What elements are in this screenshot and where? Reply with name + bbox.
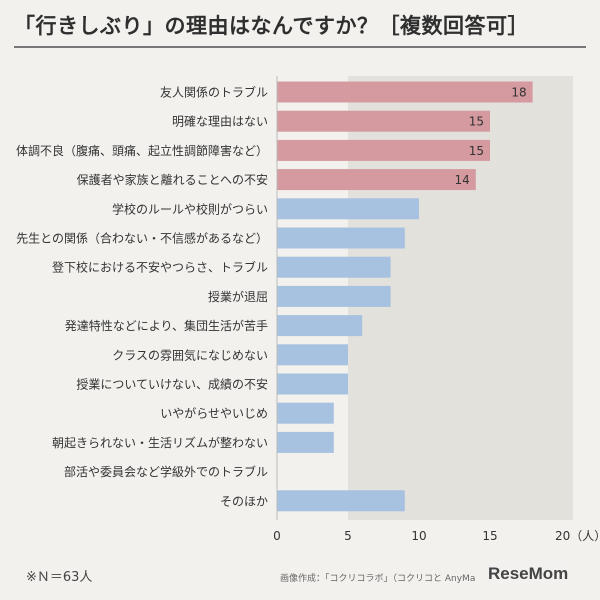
chart-title: 「行きしぶり」の理由はなんですか？［複数回答可］ <box>14 14 529 38</box>
bar <box>277 490 405 512</box>
category-label: 保護者や家族と離れることへの不安 <box>77 172 268 187</box>
data-label: 14 <box>455 173 470 187</box>
x-tick-label: 0 <box>273 529 281 543</box>
category-label: 朝起きられない・生活リズムが整わない <box>52 435 268 450</box>
category-label: 授業が退屈 <box>208 289 268 304</box>
x-tick-label: 5 <box>344 529 352 543</box>
category-label: 学校のルールや校則がつらい <box>112 201 268 216</box>
sample-size-note: ※Ｎ＝63人 <box>26 570 93 585</box>
x-tick-label: 20（人） <box>555 529 600 543</box>
bar <box>277 198 419 220</box>
bar <box>277 431 334 453</box>
category-label: 明確な理由はない <box>172 114 268 129</box>
bar <box>277 110 490 132</box>
bar <box>277 344 348 366</box>
data-label: 15 <box>469 144 484 158</box>
bar <box>277 285 391 307</box>
image-credit: 画像作成：「コクリコラボ」（コクリコと AnyMa <box>280 574 476 584</box>
x-tick-label: 10 <box>411 529 426 543</box>
category-label: いやがらせやいじめ <box>160 406 268 421</box>
x-tick-label: 15 <box>482 529 497 543</box>
bar <box>277 139 490 161</box>
bar <box>277 227 405 249</box>
bar <box>277 402 334 424</box>
bar <box>277 373 348 395</box>
category-label: そのほか <box>220 494 268 508</box>
bar <box>277 315 363 337</box>
bar <box>277 81 533 103</box>
category-label: 友人関係のトラブル <box>160 85 268 100</box>
bar <box>277 169 476 191</box>
title-underline <box>14 46 586 48</box>
category-label: 先生との関係（合わない・不信感があるなど） <box>16 231 268 246</box>
bar <box>277 256 391 278</box>
category-label: 登下校における不安やつらさ、トラブル <box>52 260 268 275</box>
category-label: 授業についていけない、成績の不安 <box>76 377 268 392</box>
category-label: 部活や委員会など学級外でのトラブル <box>64 464 268 479</box>
category-label: 発達特性などにより、集団生活が苦手 <box>65 318 268 333</box>
data-label: 15 <box>469 115 484 129</box>
data-label: 18 <box>511 86 526 100</box>
category-label: 体調不良（腹痛、頭痛、起立性調節障害など） <box>16 143 268 158</box>
category-label: クラスの雰囲気になじめない <box>112 347 268 362</box>
resemom-logo: ReseMom <box>486 564 571 584</box>
